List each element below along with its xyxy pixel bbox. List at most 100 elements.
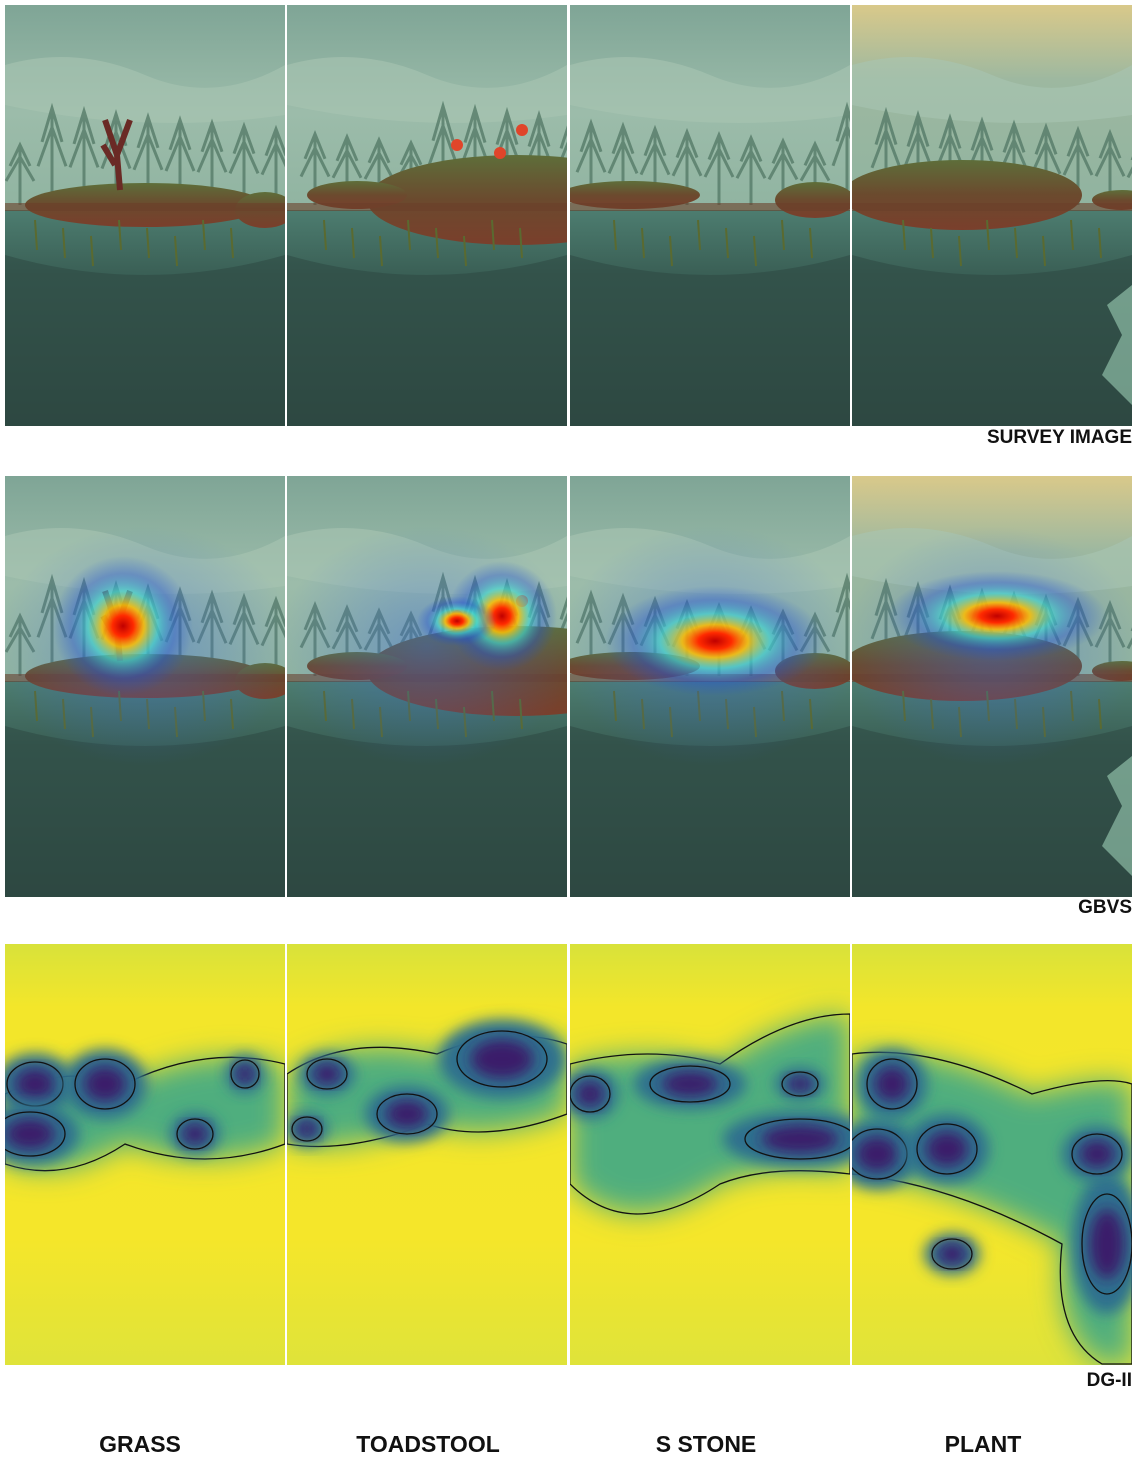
saliency-hotspot [447, 561, 557, 671]
panel [5, 476, 285, 897]
dg-contour [931, 1238, 973, 1270]
water-shade [287, 255, 567, 426]
reed [1070, 219, 1074, 251]
panel [570, 476, 850, 897]
dg-contour [287, 1035, 567, 1148]
dg-contour [291, 1116, 323, 1142]
dg-contour [916, 1123, 978, 1175]
tree [228, 121, 260, 205]
dg-contour [570, 1075, 611, 1113]
water-shade [852, 255, 1132, 426]
water-shade [287, 726, 567, 897]
tree [260, 124, 285, 205]
reed [34, 219, 38, 251]
water-shade [852, 726, 1132, 897]
water-shade [570, 726, 850, 897]
panel [287, 5, 567, 426]
toadstool [451, 139, 463, 151]
dg-contour [570, 1013, 850, 1215]
panel [5, 5, 285, 426]
water-shade [5, 255, 285, 426]
reed [958, 235, 962, 267]
reed [407, 219, 411, 251]
reed [463, 235, 467, 267]
dg-core [662, 1071, 718, 1097]
reed [519, 227, 523, 259]
reed [202, 219, 206, 251]
tree [735, 134, 767, 205]
dg-contour [456, 1030, 548, 1088]
dg-core [926, 1131, 968, 1167]
island-base [5, 203, 285, 211]
toadstool [494, 147, 506, 159]
dg-core [761, 1125, 839, 1153]
island-base [852, 203, 1132, 211]
dg-contour [5, 1111, 66, 1157]
shore [1102, 756, 1132, 876]
dg-core [874, 1066, 910, 1102]
tree [831, 101, 850, 205]
island [307, 181, 407, 209]
shore [1102, 285, 1132, 405]
reed [1098, 227, 1102, 259]
dg-core [787, 1075, 813, 1093]
dg-background [287, 944, 567, 1365]
reed [641, 227, 645, 259]
dg-contour [852, 1051, 1132, 1365]
reed [902, 219, 906, 251]
dg-core [386, 1100, 428, 1128]
saliency-hotspot [417, 596, 497, 646]
toadstool [516, 124, 528, 136]
dg-contour [306, 1058, 348, 1090]
reed [230, 227, 234, 259]
reed [491, 219, 495, 251]
dg-core [856, 1136, 898, 1172]
water-shade [5, 726, 285, 897]
reed [90, 235, 94, 267]
panel [5, 944, 285, 1365]
dg-core [296, 1120, 318, 1138]
reed [146, 227, 150, 259]
reed [697, 219, 701, 251]
panel [287, 944, 567, 1365]
cloud [5, 57, 285, 123]
column-label: S STONE [656, 1431, 757, 1457]
panel [852, 476, 1132, 897]
dg-core [470, 1039, 534, 1079]
dg-core [576, 1081, 604, 1107]
panel [570, 944, 850, 1365]
island-base [287, 203, 567, 211]
dg-core [235, 1064, 255, 1084]
reed [62, 227, 66, 259]
dg-contour [230, 1059, 260, 1089]
reed [323, 219, 327, 251]
dead-tree [100, 118, 133, 191]
saliency-hotspot [887, 571, 1107, 661]
saliency-hotspot [53, 556, 193, 696]
dg-contour [649, 1065, 731, 1103]
tree [5, 141, 36, 205]
reed [930, 227, 934, 259]
dg-core [5, 1118, 55, 1150]
island-base [570, 203, 850, 211]
panel [287, 476, 567, 897]
dg-contour [176, 1118, 214, 1150]
dg-core [84, 1066, 126, 1102]
panel [570, 5, 850, 426]
reed [781, 219, 785, 251]
dg-contour [781, 1071, 819, 1097]
reed [1014, 227, 1018, 259]
dg-contour [74, 1058, 136, 1110]
island [852, 160, 1082, 230]
cloud [287, 57, 567, 123]
dg-contour [376, 1093, 438, 1135]
panel [852, 944, 1132, 1365]
reed [435, 227, 439, 259]
reed [613, 219, 617, 251]
reed [725, 227, 729, 259]
island [775, 182, 850, 218]
tree [703, 131, 735, 205]
island [367, 155, 567, 245]
saliency-hotspot [605, 586, 825, 696]
